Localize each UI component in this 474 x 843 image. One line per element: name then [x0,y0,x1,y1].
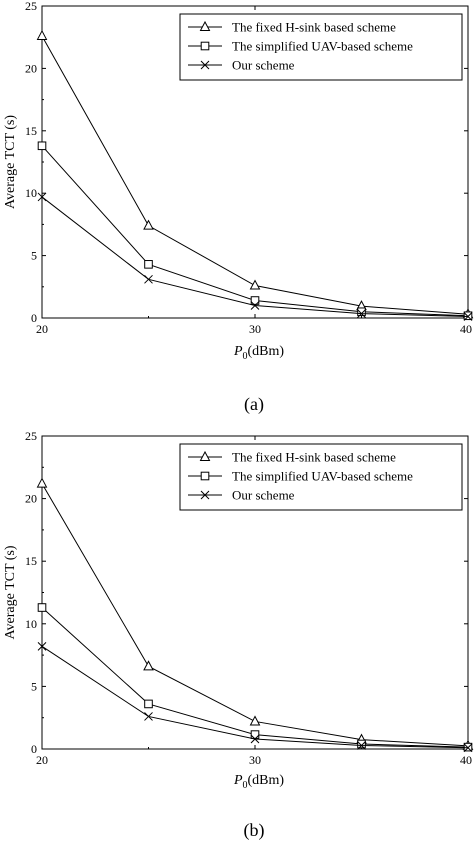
data-point-square [37,603,47,612]
legend-label: The fixed H-sink based scheme [232,450,396,465]
data-point-x [463,743,473,753]
y-axis-label: Average TCT (s) [3,115,18,209]
series-line [41,607,469,748]
data-point-square [250,296,260,305]
y-tick-label: 20 [25,492,37,506]
y-tick-label: 0 [31,311,37,325]
y-tick-label: 15 [25,124,37,138]
data-point-triangle [36,477,48,488]
x-axis-label-unit: (dBm) [248,773,285,788]
legend-label: The simplified UAV-based scheme [232,39,413,54]
legend: The fixed H-sink based scheme The simplif… [179,443,463,511]
x-axis-label-subscript: 0 [243,780,248,791]
data-point-x [250,301,260,310]
legend-box [179,443,463,511]
data-point-x [463,312,473,321]
series-triangle [36,477,474,750]
series-line [41,483,469,747]
data-point-x [357,309,366,318]
legend-label: The fixed H-sink based scheme [232,20,396,35]
x-axis-label-symbol: P [233,344,243,359]
x-axis-label-subscript: 0 [243,351,248,362]
y-tick-label: 0 [31,742,37,756]
x-axis-label: P0(dBm) [233,773,284,791]
data-point-x [37,641,47,651]
data-point-square [37,141,47,151]
data-point-triangle [249,715,261,726]
x-tick-label: 40 [460,753,472,767]
y-tick-label: 20 [25,61,37,75]
y-axis-label: Average TCT (s) [3,545,18,639]
y-tick-label: 5 [31,249,37,263]
data-point-x [357,741,366,750]
data-point-x [37,192,47,202]
panel-label: (a) [244,394,264,415]
data-point-square [144,699,153,709]
y-tick-label: 10 [25,186,37,200]
data-point-x [250,734,260,744]
legend-box [179,13,463,81]
legend-x-marker [200,490,210,500]
y-tick-label: 25 [25,0,37,13]
legend-label: Our scheme [232,58,295,73]
series-line [41,145,469,317]
data-point-square [357,307,366,317]
data-point-x [144,274,153,284]
x-tick-label: 20 [36,322,48,336]
data-point-triangle [249,279,261,290]
legend-square-marker [200,41,210,51]
x-axis-label: P0(dBm) [233,344,284,362]
data-point-x [144,712,153,721]
data-point-triangle [36,29,48,40]
x-tick-label: 30 [249,322,261,336]
x-tick-label: 30 [249,753,261,767]
y-tick-label: 25 [25,429,37,443]
y-tick-label: 5 [31,679,37,693]
x-axis-label-unit: (dBm) [248,344,285,359]
legend-x-marker [200,60,210,70]
data-point-square [144,260,153,269]
data-point-triangle [143,660,154,671]
panel-label: (b) [244,820,265,841]
data-point-square [250,730,260,739]
x-tick-label: 40 [460,322,472,336]
legend-triangle-marker [199,20,211,31]
legend: The fixed H-sink based scheme The simplif… [179,13,463,81]
legend-label: Our scheme [232,488,295,503]
y-tick-label: 15 [25,554,37,568]
y-tick-label: 10 [25,617,37,631]
legend-triangle-marker [199,450,211,461]
series-square [37,603,473,752]
series-x [37,641,473,753]
x-axis-label-symbol: P [233,773,243,788]
legend-label: The simplified UAV-based scheme [232,469,413,484]
legend-square-marker [200,471,210,481]
series-square [37,141,473,321]
data-point-triangle [143,219,154,230]
data-point-square [463,311,473,321]
data-point-square [357,739,366,749]
series-x [37,192,473,321]
x-tick-label: 20 [36,753,48,767]
